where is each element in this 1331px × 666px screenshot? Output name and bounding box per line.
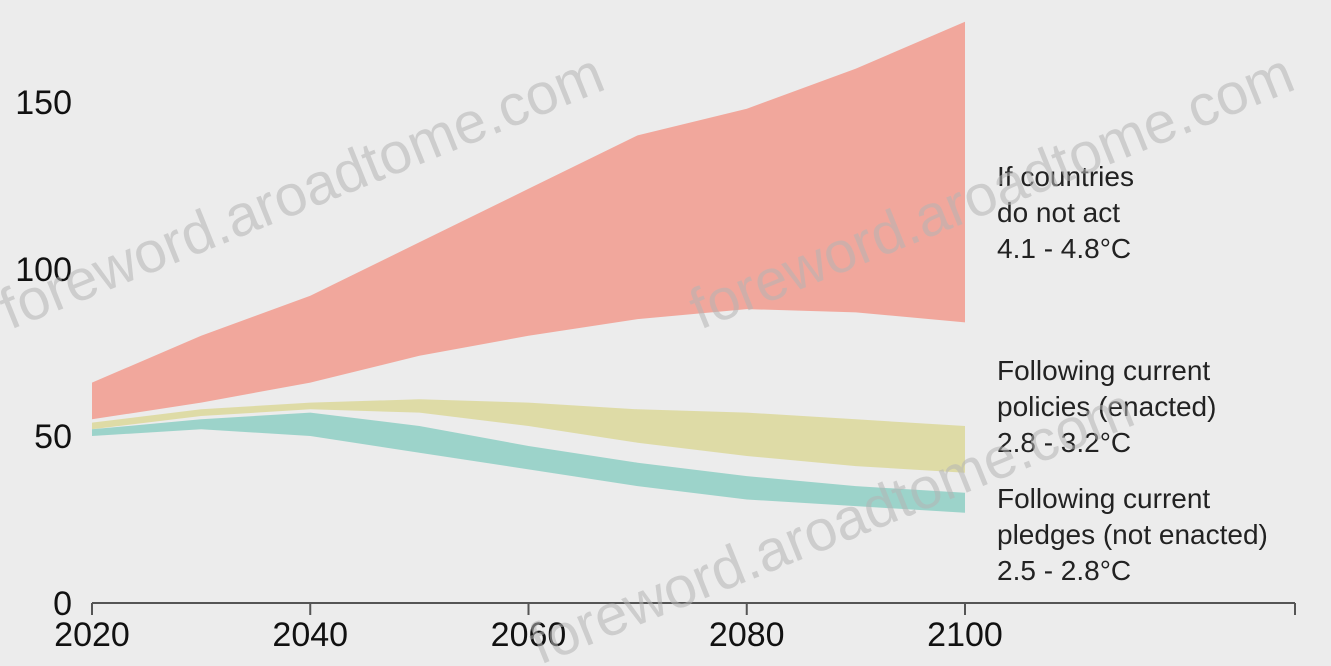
y-tick-label: 50 [34,418,72,456]
scenario-label-line: do not act [997,197,1120,228]
scenario-label-line: 2.8 - 3.2°C [997,427,1131,458]
y-tick-label: 0 [53,585,72,623]
x-tick-label: 2060 [491,616,567,654]
x-tick-label: 2080 [709,616,785,654]
scenario-band-1 [92,21,965,420]
scenario-label-line: pledges (not enacted) [997,519,1268,550]
scenario-label-line: Following current [997,483,1210,514]
scenario-labels: If countries do not act 4.1 - 4.8°C Followi… [997,161,1268,586]
scenario-band-2 [92,399,965,473]
y-tick-label: 100 [15,251,72,289]
scenario-label-line: Following current [997,355,1210,386]
y-tick-label: 150 [15,84,72,122]
x-tick-label: 2100 [927,616,1003,654]
scenario-label-line: 4.1 - 4.8°C [997,233,1131,264]
scenario-label-line: policies (enacted) [997,391,1216,422]
axes: 2020 2040 2060 2080 2100 0 50 100 150 [15,84,1296,654]
x-tick-label: 2040 [272,616,348,654]
scenario-band-3 [92,412,965,513]
x-tick-label: 2020 [54,616,130,654]
scenario-bands [92,21,965,513]
scenario-label-line: If countries [997,161,1134,192]
scenario-label-line: 2.5 - 2.8°C [997,555,1131,586]
